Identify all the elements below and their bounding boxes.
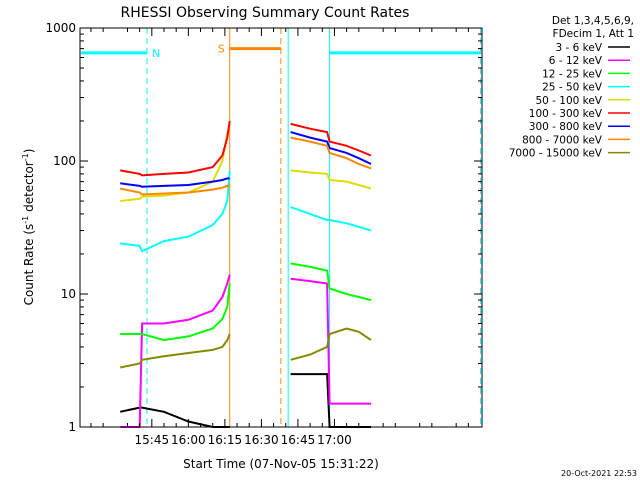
series-line <box>290 277 371 405</box>
y-axis-title-mid: detector <box>22 161 36 216</box>
series-line <box>120 274 231 428</box>
series-line <box>120 177 230 188</box>
y-tick-label: 10 <box>61 287 76 301</box>
legend: Det 1,3,4,5,6,9, FDecim 1, Att 1 3 - 6 k… <box>509 15 634 160</box>
x-tick-label: 16:15 <box>208 433 243 447</box>
x-tick-label: 17:00 <box>317 433 352 447</box>
marker-bar-label: N <box>152 47 160 60</box>
series-line <box>290 262 372 302</box>
footer-timestamp: 20-Oct-2021 22:53 <box>561 469 637 478</box>
y-axis-title: Count Rate (s-1 detector-1) <box>21 149 36 306</box>
legend-label: 25 - 50 keV <box>542 82 603 94</box>
axes: 1 10 100 1000 15:45 16:00 16:15 16:30 16:45 17:00 <box>45 21 482 447</box>
series-line <box>290 169 372 190</box>
legend-label: 800 - 7000 keV <box>522 134 603 146</box>
series-line <box>290 206 372 232</box>
series-line <box>290 373 371 428</box>
y-tick-label: 1 <box>68 420 76 434</box>
series-line <box>119 333 231 369</box>
series-line <box>119 406 230 428</box>
x-tick-label: 16:30 <box>244 433 279 447</box>
y-axis-title-end: ) <box>22 149 36 154</box>
series-line <box>290 136 372 170</box>
series-line <box>290 327 372 361</box>
y-axis-title-exp1: -1 <box>21 216 30 224</box>
legend-label: 12 - 25 keV <box>542 68 603 80</box>
y-axis-title-main: Count Rate (s <box>22 224 36 306</box>
legend-label: 6 - 12 keV <box>549 55 603 67</box>
legend-header-1: Det 1,3,4,5,6,9, <box>552 15 634 27</box>
series-line <box>120 184 230 196</box>
chart-title: RHESSI Observing Summary Count Rates <box>121 5 410 21</box>
x-tick-label: 15:45 <box>135 433 170 447</box>
legend-label: 3 - 6 keV <box>555 42 602 54</box>
legend-label: 100 - 300 keV <box>529 108 603 120</box>
y-tick-label: 1000 <box>45 21 76 35</box>
plot-frame <box>79 27 483 428</box>
y-axis-title-exp2: -1 <box>21 153 30 161</box>
series-line <box>290 131 372 165</box>
series-line <box>120 170 231 253</box>
marker-bar-label: S <box>218 43 225 56</box>
series-line <box>120 283 231 342</box>
legend-label: 50 - 100 keV <box>535 95 602 107</box>
series-line <box>290 122 372 157</box>
series-line <box>120 120 231 177</box>
legend-label: 300 - 800 keV <box>529 121 603 133</box>
x-tick-label: 16:00 <box>171 433 206 447</box>
legend-label: 7000 - 15000 keV <box>509 148 603 160</box>
x-tick-label: 16:45 <box>281 433 316 447</box>
series-lines <box>119 120 372 428</box>
x-axis-title: Start Time (07-Nov-05 15:31:22) <box>183 457 379 471</box>
legend-header-2: FDecim 1, Att 1 <box>553 28 634 40</box>
y-tick-label: 100 <box>53 154 76 168</box>
